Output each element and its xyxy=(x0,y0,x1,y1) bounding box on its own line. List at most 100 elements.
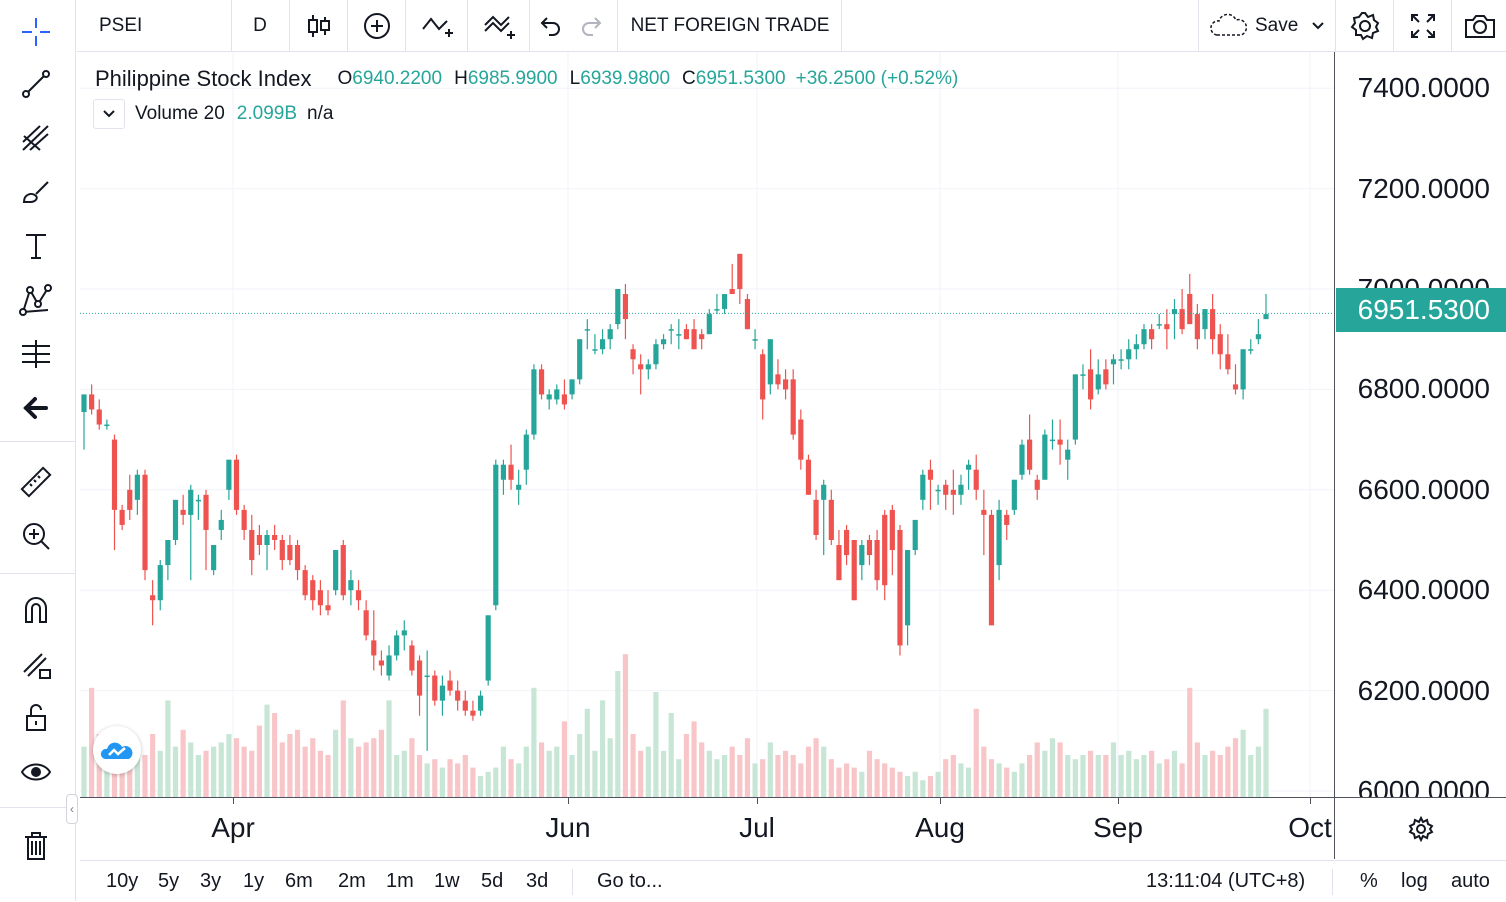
volume-bar xyxy=(866,750,873,797)
volume-bar xyxy=(1156,763,1162,797)
net-foreign-trade-button[interactable]: NET FOREIGN TRADE xyxy=(621,0,839,52)
price-axis[interactable]: 7400.00007200.00007000.00006800.00006600… xyxy=(1334,52,1506,797)
legend-collapse-button[interactable] xyxy=(93,99,125,129)
candle-body xyxy=(355,590,362,601)
volume-bar xyxy=(554,746,560,797)
auto-toggle[interactable]: auto xyxy=(1451,861,1490,902)
range-button-1y[interactable]: 1y xyxy=(243,870,265,892)
range-button-1w[interactable]: 1w xyxy=(434,870,460,892)
volume-bar xyxy=(1126,750,1132,797)
volume-bar xyxy=(927,776,934,797)
candle-body xyxy=(325,605,331,611)
volume-bar xyxy=(355,746,362,797)
price-tick-label: 6000.0000 xyxy=(1357,775,1490,798)
candle-body xyxy=(493,464,499,606)
range-button-2m[interactable]: 2m xyxy=(338,870,366,892)
candle-body xyxy=(1118,359,1124,361)
axis-settings-button[interactable] xyxy=(1334,797,1506,859)
candle-body xyxy=(104,424,110,427)
indicators-button[interactable] xyxy=(409,0,465,52)
open-value: 6940.2200 xyxy=(352,68,443,89)
redo-button[interactable] xyxy=(574,0,610,52)
visibility-tool[interactable] xyxy=(10,750,62,794)
candle-body xyxy=(1095,374,1101,390)
brush-tool[interactable] xyxy=(10,170,62,214)
candle-body xyxy=(96,409,102,425)
trend-line-tool[interactable] xyxy=(10,62,62,106)
settings-button[interactable] xyxy=(1339,0,1391,52)
collapse-toolbar-handle[interactable]: ‹ xyxy=(66,794,78,824)
candle-body xyxy=(302,570,308,596)
compare-button[interactable] xyxy=(351,0,403,52)
range-button-3d[interactable]: 3d xyxy=(526,870,549,892)
range-button-5d[interactable]: 5d xyxy=(481,870,504,892)
undo-button[interactable] xyxy=(532,0,568,52)
time-axis[interactable]: Apr Jun Jul Aug Sep Oct xyxy=(80,797,1334,859)
save-menu-toggle[interactable] xyxy=(1307,0,1329,52)
indicator-add-icon xyxy=(422,17,453,37)
crosshair-tool[interactable] xyxy=(10,10,62,54)
text-tool[interactable] xyxy=(10,224,62,268)
volume-bar xyxy=(1194,742,1200,797)
pencil-lock-icon xyxy=(23,653,51,679)
volume-bar xyxy=(477,776,484,797)
candle-body xyxy=(165,540,171,566)
volume-bar xyxy=(996,763,1002,797)
screenshot-button[interactable] xyxy=(1455,0,1505,52)
text-icon xyxy=(26,234,46,259)
ruler-tool[interactable] xyxy=(10,460,62,504)
pattern-tool[interactable] xyxy=(10,278,62,322)
candle-body xyxy=(1141,329,1147,345)
fullscreen-button[interactable] xyxy=(1397,0,1449,52)
volume-bar xyxy=(638,750,644,797)
range-button-5y[interactable]: 5y xyxy=(158,870,180,892)
undo-icon xyxy=(540,17,560,36)
volume-bar xyxy=(157,750,163,797)
range-button-6m[interactable]: 6m xyxy=(285,870,313,892)
candle-body xyxy=(134,474,140,500)
percent-toggle[interactable]: % xyxy=(1360,861,1378,902)
cloud-icon xyxy=(1210,13,1248,36)
range-button-10y[interactable]: 10y xyxy=(106,870,139,892)
candle-body xyxy=(1187,294,1193,325)
candle-body xyxy=(676,334,682,336)
candle-body xyxy=(813,499,819,535)
back-tool[interactable] xyxy=(10,386,62,430)
range-button-3y[interactable]: 3y xyxy=(200,870,222,892)
symbol-search[interactable]: PSEI xyxy=(87,0,227,52)
tradingview-logo[interactable] xyxy=(93,726,141,774)
volume-bar xyxy=(493,767,499,797)
candle-body xyxy=(226,459,232,490)
templates-button[interactable] xyxy=(471,0,527,52)
volume-na: n/a xyxy=(307,103,334,124)
candle-body xyxy=(218,519,224,530)
volume-bar xyxy=(935,771,941,797)
candle-body xyxy=(1263,314,1269,320)
log-toggle[interactable]: log xyxy=(1401,861,1428,902)
save-button[interactable]: Save xyxy=(1203,0,1333,52)
fib-tool[interactable] xyxy=(10,116,62,160)
draw-mode-tool[interactable] xyxy=(10,642,62,686)
range-button-1m[interactable]: 1m xyxy=(386,870,414,892)
prediction-tool[interactable] xyxy=(10,332,62,376)
chart-type-button[interactable] xyxy=(293,0,345,52)
candle-body xyxy=(699,334,705,340)
volume-bar xyxy=(981,746,987,797)
time-tick-label: Aug xyxy=(915,812,965,843)
goto-button[interactable]: Go to... xyxy=(597,861,663,902)
candle-body xyxy=(508,464,514,480)
interval-button[interactable]: D xyxy=(235,0,285,52)
low-label: L xyxy=(569,68,581,89)
lock-tool[interactable] xyxy=(10,696,62,740)
magnet-tool[interactable] xyxy=(10,588,62,632)
time-zone-button[interactable]: 13:11:04 (UTC+8) xyxy=(1146,861,1305,902)
candle-body xyxy=(935,489,941,492)
zoom-tool[interactable] xyxy=(10,514,62,558)
candle-body xyxy=(1019,444,1025,475)
volume-bar xyxy=(211,746,217,797)
delete-tool[interactable] xyxy=(10,824,62,868)
ruler-icon xyxy=(20,466,52,498)
volume-bar xyxy=(958,763,964,797)
volume-bar xyxy=(1042,750,1048,797)
